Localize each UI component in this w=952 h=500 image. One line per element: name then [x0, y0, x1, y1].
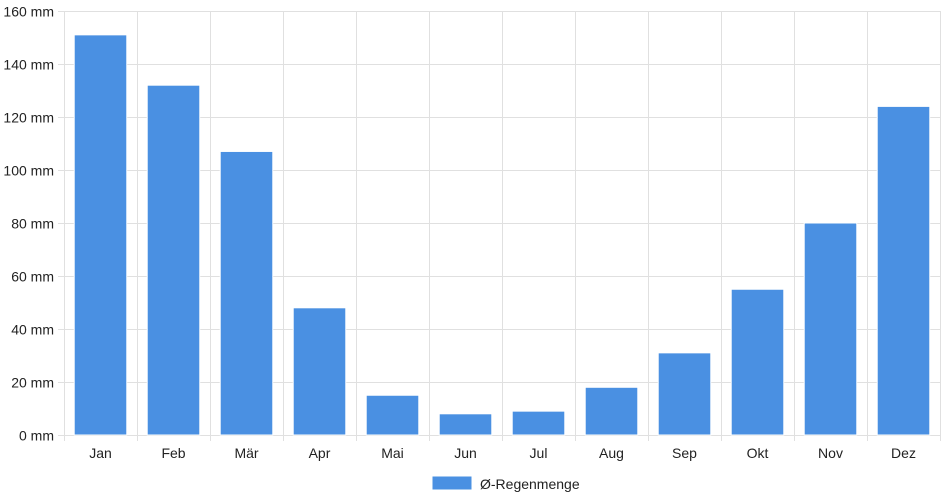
y-tick-label: 160 mm [3, 4, 54, 20]
y-tick-label: 40 mm [11, 322, 54, 338]
x-tick-label: Jan [89, 445, 112, 461]
y-tick-label: 120 mm [3, 110, 54, 126]
x-tick-label: Mär [234, 445, 258, 461]
y-tick-label: 20 mm [11, 375, 54, 391]
grid [58, 11, 941, 441]
bar-okt[interactable] [730, 288, 785, 436]
bar-aug[interactable] [584, 386, 639, 436]
x-tick-label: Jul [530, 445, 548, 461]
bar-mär[interactable] [219, 150, 274, 436]
y-tick-label: 100 mm [3, 163, 54, 179]
x-tick-label: Jun [454, 445, 477, 461]
bar-nov[interactable] [803, 222, 858, 436]
bar-dez[interactable] [876, 105, 931, 436]
y-tick-label: 80 mm [11, 216, 54, 232]
bar-sep[interactable] [657, 352, 712, 436]
x-tick-label: Mai [381, 445, 404, 461]
x-tick-label: Dez [891, 445, 916, 461]
x-tick-label: Feb [161, 445, 185, 461]
y-tick-label: 60 mm [11, 269, 54, 285]
axes: 0 mm 20 mm 40 mm 60 mm 80 mm 100 mm 120 mm 140 … [3, 4, 916, 462]
x-tick-label: Nov [818, 445, 843, 461]
x-tick-label: Apr [309, 445, 331, 461]
x-tick-label: Sep [672, 445, 697, 461]
x-tick-label: Okt [747, 445, 769, 461]
legend[interactable]: Ø-Regenmenge [431, 475, 580, 492]
bar-mai[interactable] [365, 394, 420, 436]
x-tick-label: Aug [599, 445, 624, 461]
bar-jan[interactable] [73, 34, 128, 436]
legend-swatch[interactable] [431, 475, 473, 491]
legend-label[interactable]: Ø-Regenmenge [480, 476, 580, 492]
y-tick-label: 0 mm [19, 428, 54, 444]
bar-jul[interactable] [511, 410, 566, 436]
bars [73, 34, 931, 436]
bar-apr[interactable] [292, 307, 347, 436]
bar-feb[interactable] [146, 84, 201, 436]
y-tick-label: 140 mm [3, 57, 54, 73]
bar-jun[interactable] [438, 413, 493, 436]
